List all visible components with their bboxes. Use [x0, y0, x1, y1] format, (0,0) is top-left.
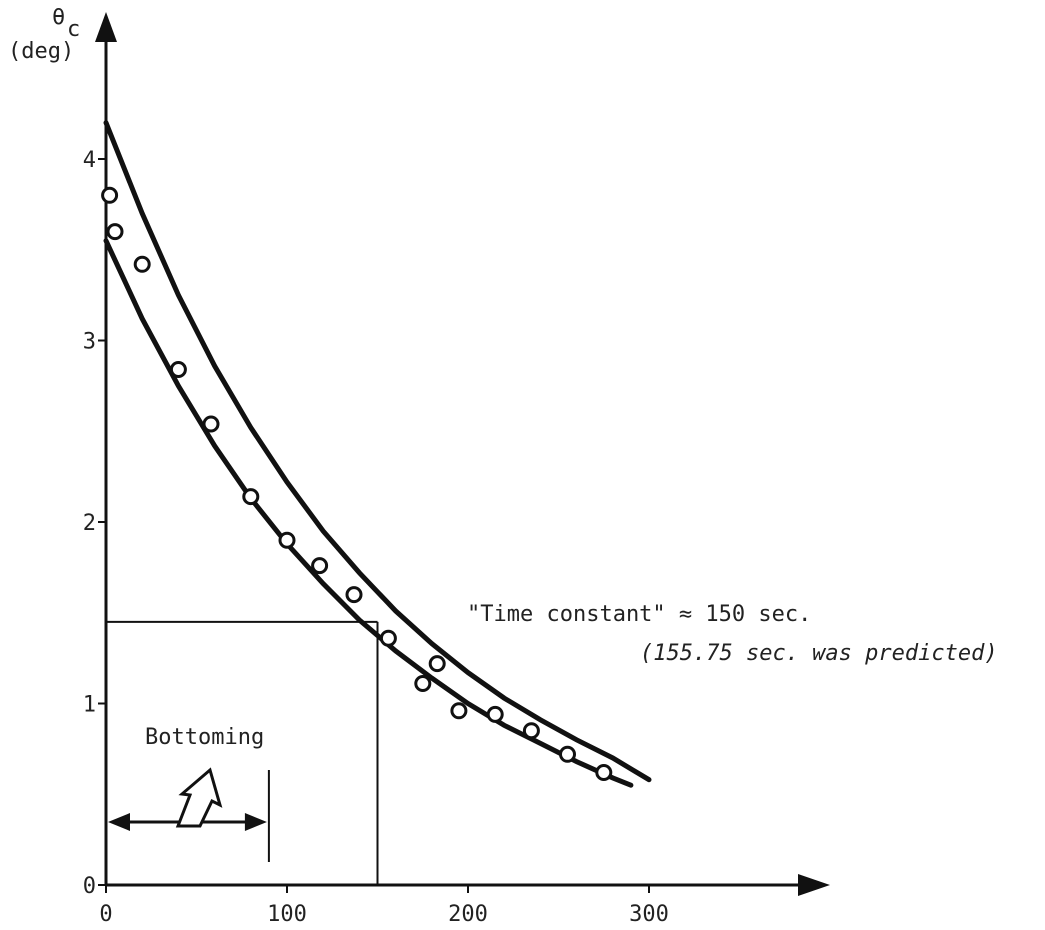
y-tick-label: 0 — [83, 874, 96, 899]
y-axis-unit: (deg) — [8, 39, 74, 64]
y-axis-arrow — [95, 12, 117, 42]
y-tick-label: 2 — [83, 511, 96, 536]
bottoming-right-arrow-icon — [244, 813, 267, 831]
y-axis-symbol: θ — [52, 5, 65, 30]
y-tick-label: 3 — [83, 330, 96, 355]
data-points — [101, 186, 613, 781]
data-point — [379, 629, 397, 647]
data-point — [450, 702, 468, 720]
data-point — [559, 745, 576, 763]
data-point — [169, 361, 187, 378]
fit-curve — [103, 238, 634, 788]
data-point — [242, 488, 260, 506]
data-point — [133, 255, 151, 273]
data-point — [486, 705, 504, 723]
bottoming-label: Bottoming — [145, 725, 264, 750]
data-point — [101, 186, 119, 204]
y-tick-label: 1 — [83, 693, 96, 718]
x-tick-label: 200 — [448, 902, 488, 927]
bottoming-arrow-icon — [175, 767, 223, 828]
x-axis-arrow — [798, 874, 830, 896]
time-constant-label: "Time constant" ≈ 150 sec. — [467, 602, 811, 627]
y-axis-subscript: c — [67, 17, 80, 42]
data-point — [278, 531, 296, 549]
predicted-label: (155.75 sec. was predicted) — [640, 641, 998, 666]
y-tick-label: 4 — [83, 148, 96, 173]
data-point — [106, 223, 124, 241]
data-point — [202, 415, 220, 433]
data-point — [522, 722, 540, 740]
data-point — [595, 764, 613, 781]
axis-ticks: 0 100 200 300 0 1 2 3 4 — [83, 148, 669, 927]
x-tick-label: 0 — [99, 902, 112, 927]
marker-lines — [106, 620, 379, 885]
fit-curve — [103, 120, 652, 783]
x-tick-label: 100 — [267, 902, 307, 927]
data-point — [414, 675, 432, 692]
bottoming-left-arrow-icon — [108, 813, 130, 831]
data-point — [311, 557, 329, 575]
data-point — [428, 655, 446, 673]
x-tick-label: 300 — [629, 902, 669, 927]
data-point — [345, 586, 363, 604]
